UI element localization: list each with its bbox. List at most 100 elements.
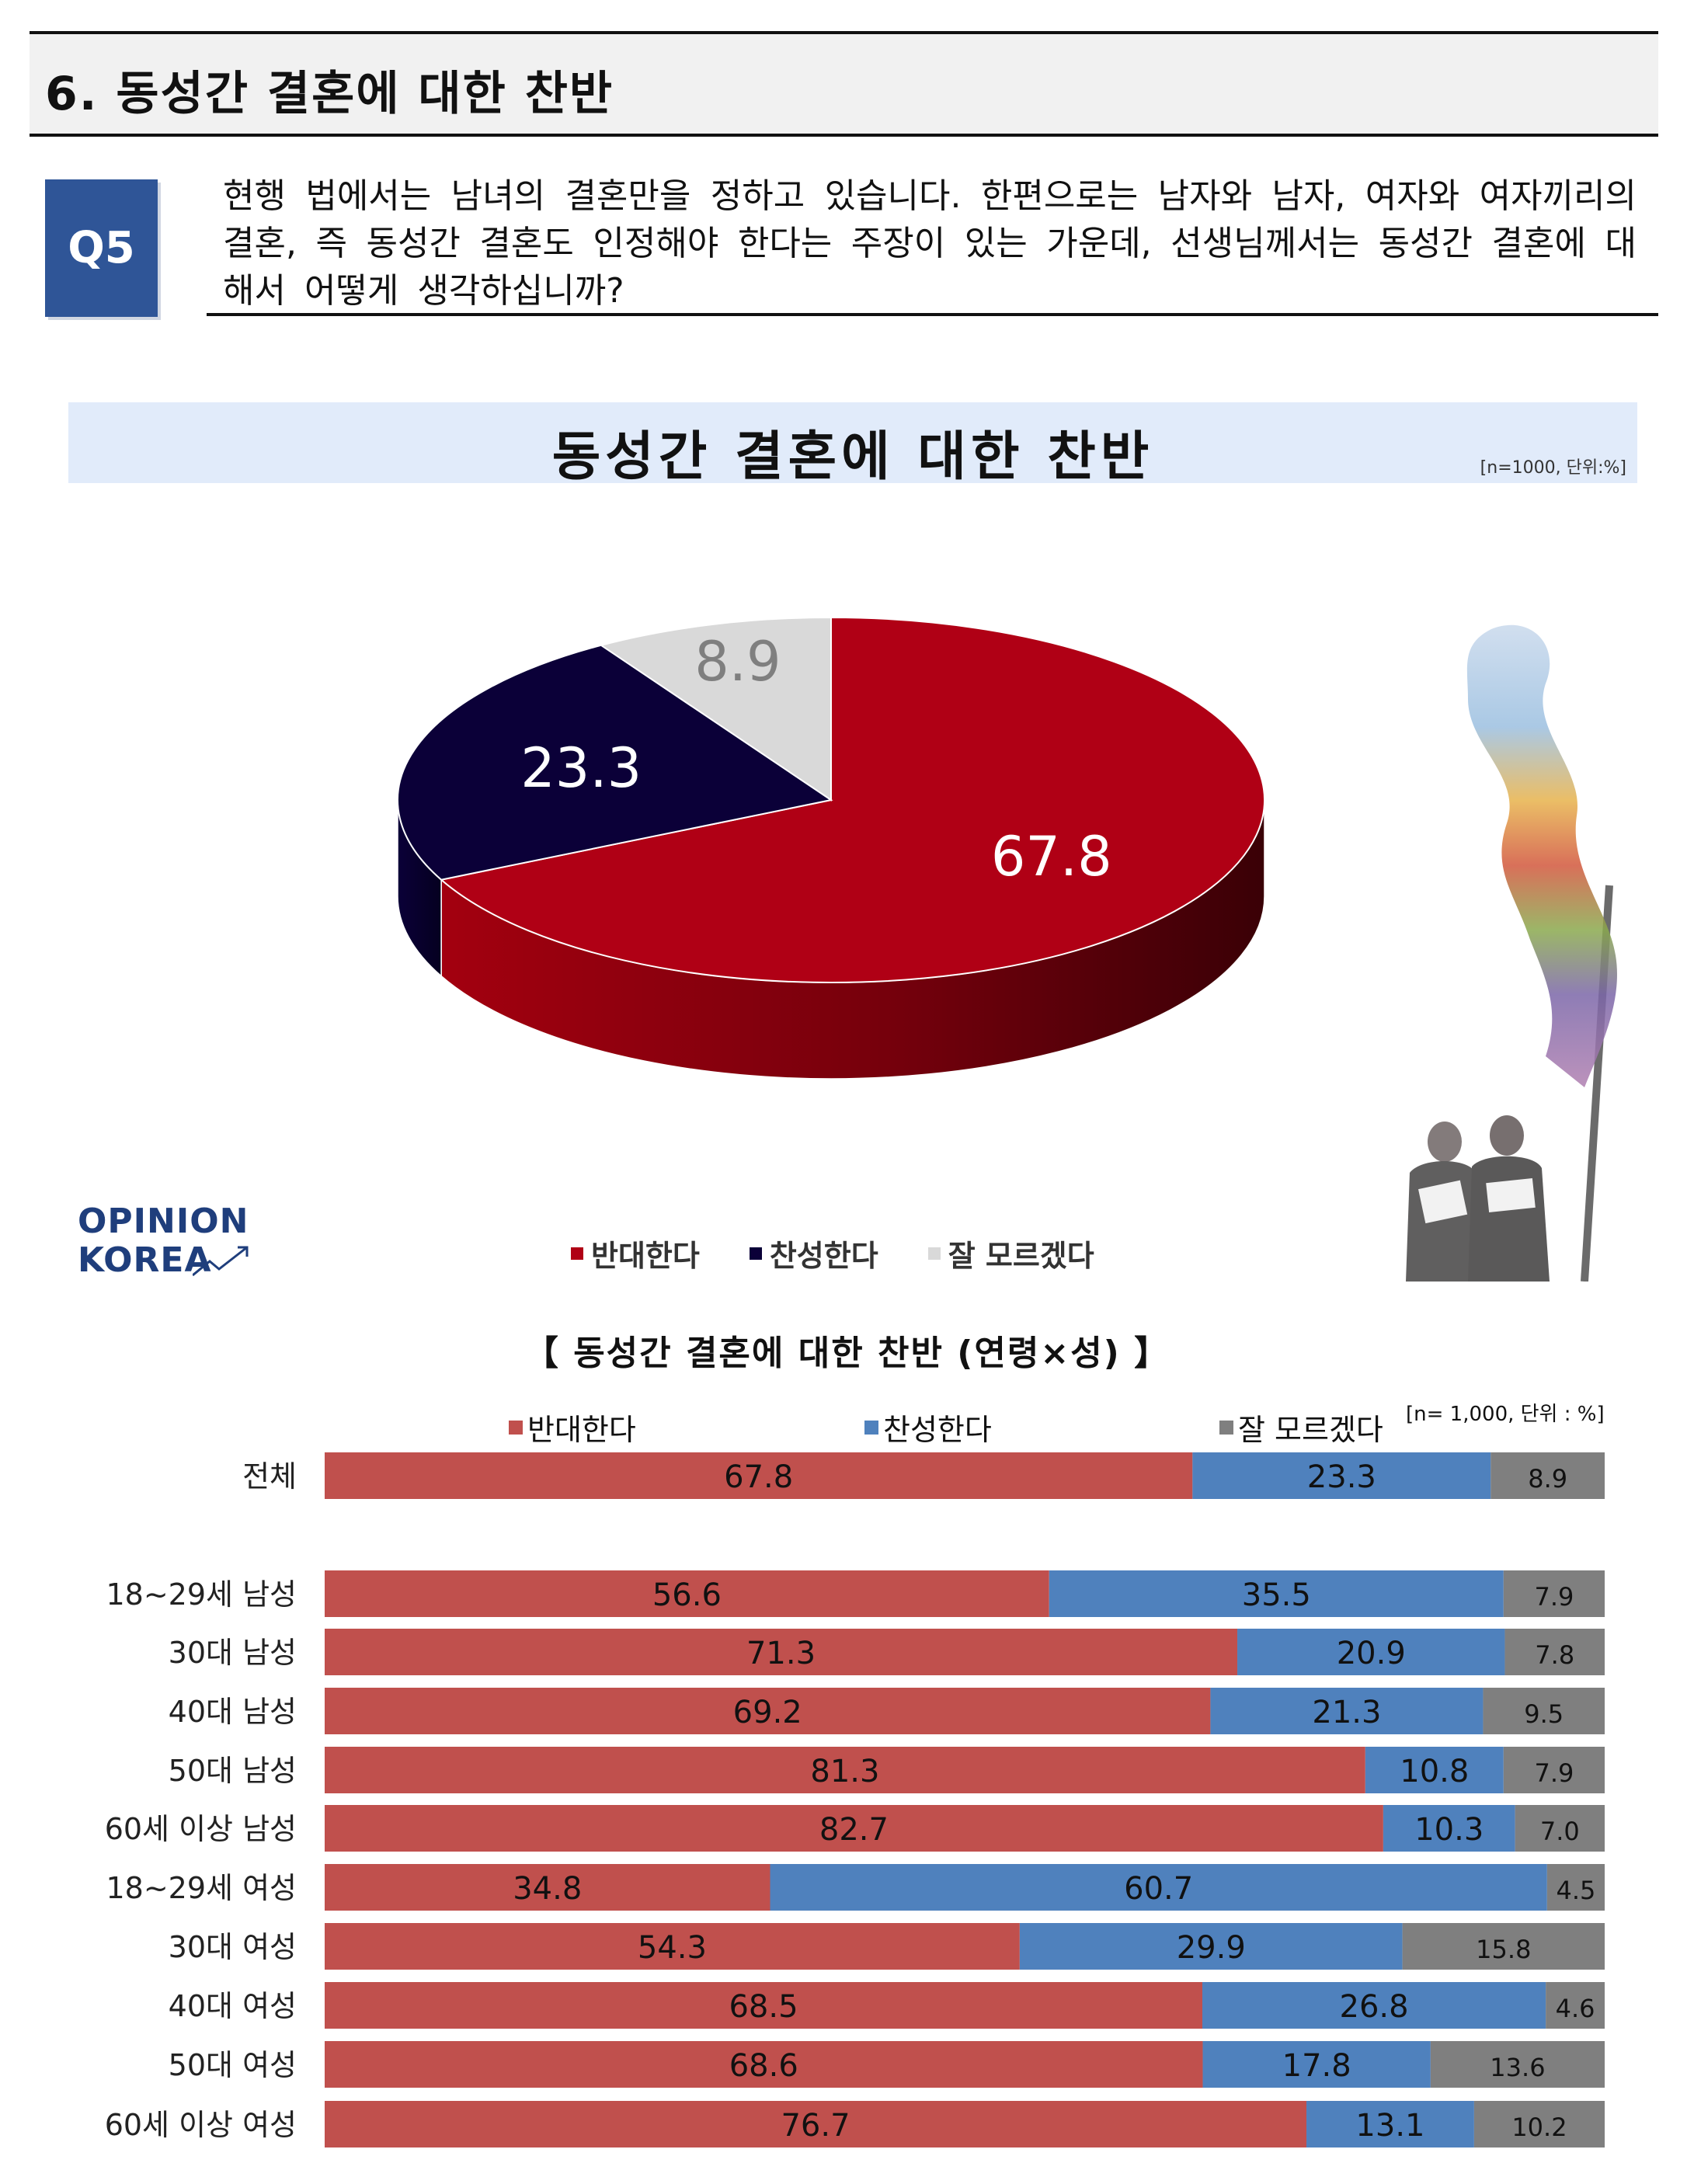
legend-label: 반대한다: [591, 1239, 700, 1273]
bar-segment-support: [1202, 1982, 1546, 2029]
bar-segment-unsure: [1483, 1688, 1605, 1734]
question-text: 현행 법에서는 남녀의 결혼만을 정하고 있습니다. 한편으로는 남자와 남자,…: [223, 176, 1637, 311]
bar-legend-item-oppose: 반대한다: [509, 1406, 636, 1448]
flag-cloth: [1466, 624, 1617, 1087]
pie-label-oppose: 67.8: [991, 825, 1112, 889]
bar-value-label: 10.8: [1400, 1754, 1469, 1789]
bar-segment-unsure: [1402, 1923, 1605, 1970]
pie-slice-oppose: [439, 616, 1265, 983]
bar-value-label: 10.2: [1511, 2113, 1567, 2142]
bar-value-label: 81.3: [810, 1754, 879, 1789]
bar-segment-oppose: [325, 1688, 1211, 1734]
bar-segment-oppose: [325, 1982, 1203, 2029]
bar-value-label: 10.3: [1414, 1812, 1484, 1848]
bar-value-label: 68.6: [729, 2048, 798, 2084]
legend-swatch: [571, 1247, 583, 1260]
bar-legend: 반대한다 찬성한다 잘 모르겠다: [0, 1406, 1694, 1448]
bar-value-label: 8.9: [1528, 1464, 1567, 1494]
bar-value-label: 60.7: [1124, 1871, 1193, 1907]
bar-value-label: 82.7: [819, 1812, 889, 1848]
bar-segment-unsure: [1546, 1864, 1605, 1911]
bar-category-label: 30대 여성: [169, 1930, 297, 1964]
bar-segment-unsure: [1515, 1805, 1605, 1852]
question-divider: [207, 313, 1658, 316]
bar-segment-support: [1210, 1688, 1484, 1734]
bar-value-label: 35.5: [1242, 1577, 1311, 1613]
legend-swatch: [927, 1247, 941, 1260]
pie-legend: 반대한다 찬성한다 잘 모르겠다: [571, 1232, 1094, 1275]
bar-value-label: 69.2: [733, 1695, 802, 1730]
logo-line2: KOREA: [78, 1240, 212, 1280]
logo-line1: OPINION: [78, 1202, 249, 1241]
bar-segment-support: [1049, 1570, 1504, 1617]
rainbow-flag-illustration: [1406, 624, 1617, 1282]
bar-value-label: 26.8: [1340, 1989, 1409, 2025]
bar-segment-oppose: [325, 2041, 1203, 2088]
opinion-korea-logo: OPINION KOREA: [78, 1202, 249, 1280]
bar-category-label: 전체: [242, 1459, 297, 1494]
legend-swatch: [864, 1420, 878, 1435]
bar-value-label: 20.9: [1337, 1636, 1406, 1671]
bar-value-label: 7.8: [1535, 1640, 1574, 1670]
bar-value-label: 71.3: [746, 1636, 816, 1671]
section-title: 6. 동성간 결혼에 대한 찬반: [45, 67, 614, 121]
pie-label-unsure: 8.9: [694, 630, 781, 694]
pie-legend-item-unsure: 잘 모르겠다: [927, 1232, 1094, 1275]
pie-slice-unsure: [599, 616, 832, 802]
bar-segment-unsure: [1546, 1982, 1605, 2029]
bar-value-label: 29.9: [1177, 1930, 1246, 1966]
legend-swatch: [1219, 1420, 1233, 1435]
bar-value-label: 17.8: [1282, 2048, 1351, 2084]
bar-value-label: 7.9: [1534, 1758, 1574, 1788]
trend-arrow-icon: [193, 1246, 249, 1277]
bar-category-label: 18~29세 여성: [106, 1871, 297, 1905]
bar-segment-oppose: [325, 1864, 770, 1911]
bar-chart-note: [n= 1,000, 단위 : %]: [1406, 1403, 1605, 1426]
bar-segment-oppose: [325, 1923, 1020, 1970]
bar-segment-support: [1192, 1452, 1491, 1499]
bar-category-label: 60세 이상 남성: [105, 1812, 297, 1846]
bar-value-label: 56.6: [652, 1577, 722, 1613]
bar-segment-unsure: [1473, 2101, 1605, 2147]
bar-category-label: 40대 남성: [169, 1695, 297, 1729]
bar-segment-support: [1383, 1805, 1515, 1852]
legend-label: 잘 모르겠다: [1238, 1413, 1383, 1447]
pie-title-band: 동성간 결혼에 대한 찬반 [n=1000, 단위:%]: [68, 402, 1637, 488]
bar-segment-oppose: [325, 2101, 1307, 2147]
bar-segment-unsure: [1491, 1452, 1605, 1499]
bar-value-label: 13.6: [1490, 2053, 1545, 2082]
bar-value-label: 54.3: [638, 1930, 707, 1966]
bar-segment-oppose: [325, 1452, 1193, 1499]
pie-slice-support: [397, 644, 833, 881]
bar-segment-unsure: [1430, 2041, 1605, 2088]
bar-value-label: 9.5: [1524, 1699, 1564, 1729]
bar-value-label: 4.5: [1556, 1876, 1595, 1905]
bar-segment-support: [1019, 1923, 1403, 1970]
bar-category-label: 50대 남성: [169, 1754, 297, 1788]
pie-chart-note: [n=1000, 단위:%]: [1480, 458, 1626, 478]
bar-value-label: 67.8: [724, 1459, 793, 1495]
bar-value-label: 13.1: [1355, 2108, 1424, 2144]
bar-segment-oppose: [325, 1805, 1383, 1852]
bar-segment-oppose: [325, 1570, 1049, 1617]
pie-chart-title: 동성간 결혼에 대한 찬반: [551, 426, 1154, 488]
bar-value-label: 23.3: [1307, 1459, 1376, 1495]
legend-label: 반대한다: [527, 1413, 636, 1447]
bar-segment-support: [1365, 1747, 1504, 1793]
bar-segment-support: [1202, 2041, 1431, 2088]
legend-label: 찬성한다: [883, 1413, 992, 1447]
bar-value-label: 34.8: [513, 1871, 582, 1907]
question-badge: Q5: [45, 179, 158, 317]
pie-legend-item-support: 찬성한다: [749, 1232, 878, 1275]
bar-category-label: 50대 여성: [169, 2048, 297, 2082]
legend-label: 잘 모르겠다: [948, 1239, 1094, 1273]
bar-segment-unsure: [1503, 1747, 1605, 1793]
bar-category-label: 30대 남성: [169, 1636, 297, 1670]
bar-value-label: 21.3: [1312, 1695, 1381, 1730]
section-header: 6. 동성간 결혼에 대한 찬반: [30, 31, 1658, 137]
couple-figures: [1406, 1115, 1550, 1282]
bar-value-label: 15.8: [1476, 1935, 1531, 1964]
legend-label: 찬성한다: [769, 1239, 878, 1273]
bar-segment-unsure: [1503, 1570, 1605, 1617]
